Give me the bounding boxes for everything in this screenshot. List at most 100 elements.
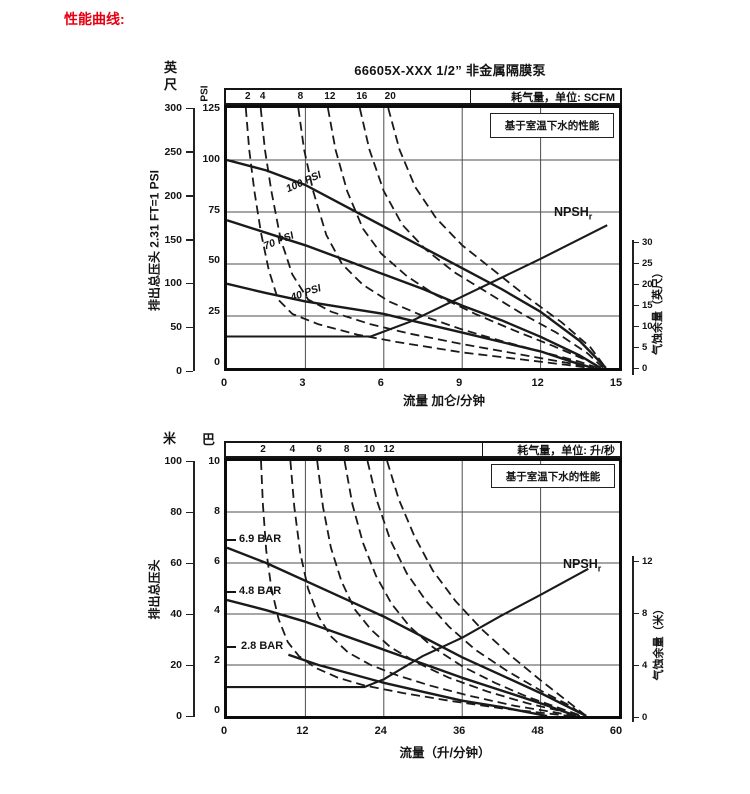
primary-y-tick-label: 0 — [176, 365, 182, 377]
plot-area: 基于室温下水的性能 100 PSI 70 PSI 40 PSI NPSHr — [224, 105, 622, 371]
feet-axis-line — [193, 108, 195, 371]
air-curve-6 — [316, 461, 581, 716]
primary-y-tick-label: 20 — [170, 659, 182, 671]
x-tick-label: 12 — [531, 377, 544, 389]
npsh-tick — [632, 304, 639, 306]
air-tick-label: 8 — [297, 91, 304, 102]
air-curve-20 — [387, 108, 607, 368]
air-tick-label: 20 — [384, 91, 396, 102]
npsh-tick — [632, 325, 639, 327]
air-curve-16 — [358, 108, 604, 368]
x-tick-label: 9 — [456, 377, 463, 389]
primary-y-tick — [186, 460, 193, 462]
air-tick-label: 16 — [356, 91, 368, 102]
x-tick-label: 6 — [377, 377, 384, 389]
secondary-y-tick-label: 4 — [214, 604, 220, 617]
primary-y-tick — [186, 511, 193, 513]
npsh-tick-label: 0 — [642, 363, 648, 374]
x-tick-label: 60 — [609, 725, 623, 737]
left-axis-unit-feet: 英尺 — [164, 60, 178, 92]
npsh-tick-label: 8 — [642, 608, 648, 619]
air-curve-4 — [289, 461, 575, 716]
x-tick-label: 12 — [296, 725, 309, 737]
air-tick-label: 8 — [343, 444, 350, 455]
primary-y-tick-label: 80 — [170, 506, 182, 518]
air-consumption-label: 耗气量，单位: 升/秒 — [482, 443, 620, 457]
npsh-label-text: NPSH — [554, 205, 589, 219]
npsh-tick-label: 0 — [642, 712, 648, 723]
air-consumption-strip: 耗气量，单位: SCFM 2 4 8 12 16 20 — [224, 88, 622, 105]
x-tick-label: 3 — [299, 377, 306, 389]
primary-y-tick-label: 300 — [164, 102, 182, 114]
npsh-tick — [632, 716, 639, 718]
primary-y-tick — [186, 613, 193, 615]
secondary-y-tick-label: 25 — [208, 305, 220, 318]
primary-y-tick-label: 150 — [164, 233, 182, 246]
primary-y-tick — [186, 715, 193, 717]
x-tick-label: 48 — [531, 725, 544, 737]
npsh-tick — [632, 346, 639, 348]
npsh-tick-label: 25 — [642, 258, 653, 269]
curve-label-2-8bar: 2.8 BAR — [241, 640, 284, 652]
secondary-y-tick-label: 8 — [214, 504, 220, 517]
primary-y-tick-label: 100 — [164, 455, 182, 467]
primary-y-tick — [186, 562, 193, 564]
npsh-label-text: NPSH — [563, 557, 598, 571]
x-tick-label: 0 — [220, 725, 228, 737]
pressure-curve-4.8-bar — [227, 598, 577, 716]
note-box: 基于室温下水的性能 — [490, 113, 614, 138]
x-axis-title: 流量（升/分钟） — [399, 746, 491, 760]
primary-y-tick — [186, 282, 193, 285]
primary-y-tick — [186, 195, 193, 197]
npsh-tick-label: 12 — [642, 556, 653, 567]
secondary-y-tick-label: 10 — [208, 455, 220, 467]
primary-y-tick — [186, 151, 193, 153]
npsh-curve — [227, 224, 608, 338]
secondary-y-tick-label: 6 — [214, 554, 220, 567]
air-tick-label: 4 — [259, 91, 266, 102]
npsh-tick-label: 15 — [642, 300, 653, 311]
primary-y-tick — [186, 239, 193, 241]
secondary-y-tick-label: 0 — [214, 704, 220, 716]
npsh-tick-label: 4 — [642, 660, 648, 671]
npsh-curve — [227, 567, 589, 689]
chart-title: 66605X-XXX 1/2” 非金属隔膜泵 — [354, 63, 546, 78]
air-consumption-strip: 耗气量，单位: 升/秒 2 4 6 8 10 12 — [224, 441, 622, 458]
page-heading: 性能曲线: — [64, 11, 125, 27]
npsh-tick — [632, 560, 639, 562]
npsh-tick-label: 10 — [642, 321, 653, 332]
primary-y-tick — [186, 664, 193, 666]
npsh-tick — [632, 612, 639, 614]
air-curve-12 — [386, 461, 587, 716]
curve-label-6-9bar: 6.9 BAR — [239, 533, 282, 545]
primary-y-tick-label: 40 — [170, 608, 182, 620]
pressure-curve-100-psi — [227, 158, 607, 368]
air-tick-label: 2 — [245, 91, 251, 102]
right-axis-title: 气蚀余量（米） — [653, 603, 665, 681]
primary-y-tick — [186, 370, 193, 372]
chart-canvas — [227, 108, 619, 368]
primary-y-tick-label: 50 — [170, 321, 182, 334]
npsh-tick-label: 5 — [642, 342, 648, 353]
pressure-curve-70-psi — [227, 219, 602, 368]
left-axis-unit-bar: 巴 — [202, 432, 216, 447]
npsh-label-sub: r — [597, 563, 602, 574]
secondary-y-tick-label: 0 — [214, 356, 220, 368]
note-box: 基于室温下水的性能 — [491, 464, 615, 488]
air-tick-label: 6 — [316, 444, 322, 455]
bar-label-tick — [227, 591, 236, 593]
air-consumption-label: 耗气量，单位: SCFM — [470, 90, 620, 104]
x-tick-label: 0 — [220, 377, 228, 389]
air-curve-2 — [244, 108, 591, 368]
primary-y-tick-label: 60 — [170, 557, 182, 569]
meters-axis-line — [193, 461, 195, 717]
chart-canvas — [227, 461, 619, 716]
npsh-tick-label: 20 — [642, 279, 653, 290]
secondary-y-tick-label: 75 — [208, 203, 220, 216]
air-tick-label: 4 — [289, 444, 296, 455]
npsh-tick-label: 30 — [642, 237, 653, 248]
air-tick-label: 12 — [324, 91, 336, 102]
pressure-curve-6.9-bar — [227, 546, 587, 716]
secondary-y-tick-label: 125 — [202, 102, 220, 114]
